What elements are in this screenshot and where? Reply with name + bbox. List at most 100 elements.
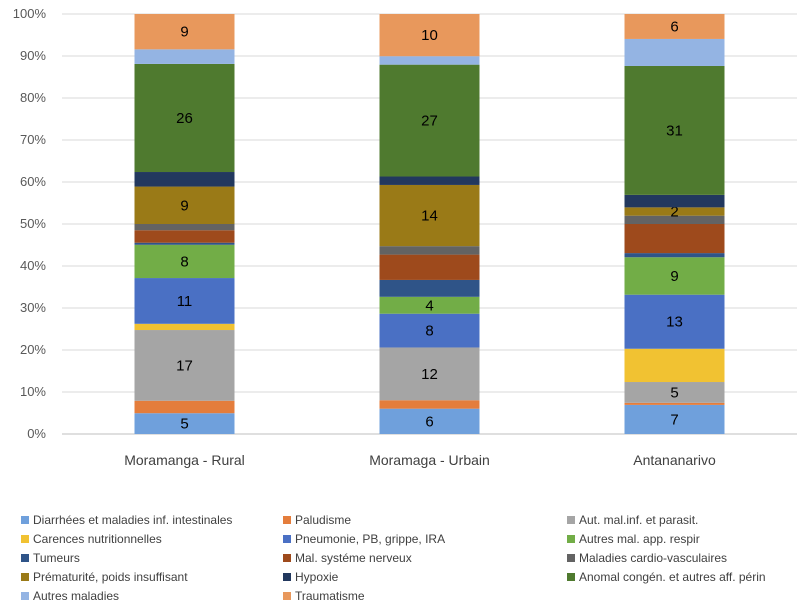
legend-item: Traumatisme bbox=[283, 589, 365, 603]
bar-segment bbox=[379, 14, 480, 57]
bar-segment bbox=[379, 184, 480, 247]
bar-segment bbox=[379, 246, 480, 255]
legend-label: Maladies cardio-vasculaires bbox=[579, 551, 728, 565]
stacked-bar-chart: 0% 10% 20% 30% 40% 50% 60% 70% 80% 90% 100% 5 17 11 8… bbox=[13, 6, 797, 468]
bar-segment bbox=[134, 14, 235, 50]
y-axis-tick-labels: 0% 10% 20% 30% 40% 50% 60% 70% 80% 90% 100% bbox=[13, 6, 47, 441]
y-tick-label: 40% bbox=[20, 258, 46, 273]
legend-item: Carences nutritionnelles bbox=[21, 532, 162, 546]
bar-segment bbox=[379, 176, 480, 185]
legend: Diarrhées et maladies inf. intestinales P… bbox=[0, 508, 799, 611]
bar-segment bbox=[624, 224, 725, 254]
legend-label: Diarrhées et maladies inf. intestinales bbox=[33, 513, 233, 527]
legend-label: Anomal congén. et autres aff. périn bbox=[579, 570, 766, 584]
y-tick-label: 100% bbox=[13, 6, 47, 21]
data-label: 17 bbox=[176, 357, 193, 374]
bar-segment bbox=[624, 348, 725, 383]
bar-segment bbox=[624, 253, 725, 258]
legend-label: Prématurité, poids insuffisant bbox=[33, 570, 188, 584]
bar-segment bbox=[379, 347, 480, 401]
data-label: 2 bbox=[670, 204, 678, 221]
bar-segment bbox=[134, 63, 235, 173]
bar-segment bbox=[134, 400, 235, 414]
bar-segment bbox=[624, 257, 725, 295]
legend-item: Autres mal. app. respir bbox=[567, 532, 700, 546]
legend-item: Anomal congén. et autres aff. périn bbox=[567, 570, 766, 584]
data-label: 6 bbox=[425, 413, 433, 430]
bar-segment bbox=[624, 404, 725, 434]
y-tick-label: 70% bbox=[20, 132, 46, 147]
bar-segment bbox=[134, 172, 235, 187]
data-label: 5 bbox=[180, 416, 188, 433]
y-tick-label: 10% bbox=[20, 384, 46, 399]
data-label: 27 bbox=[421, 113, 438, 130]
bars: 5 17 11 8 9 26 9 6 12 8 4 14 27 10 7 5 13 9 2 31 6 bbox=[134, 14, 725, 434]
legend-swatch bbox=[567, 554, 575, 562]
bar-segment bbox=[379, 296, 480, 314]
bar-segment bbox=[379, 254, 480, 280]
data-label: 13 bbox=[666, 314, 683, 331]
legend-item: Autres maladies bbox=[21, 589, 119, 603]
bar-segment bbox=[379, 279, 480, 297]
legend-swatch bbox=[21, 573, 29, 581]
y-tick-label: 90% bbox=[20, 48, 46, 63]
bar-segment bbox=[624, 65, 725, 195]
legend-item: Aut. mal.inf. et parasit. bbox=[567, 513, 698, 527]
bar-segment bbox=[624, 194, 725, 208]
legend-swatch bbox=[21, 516, 29, 524]
bar-segment bbox=[379, 400, 480, 409]
legend-label: Autres maladies bbox=[33, 589, 120, 603]
legend-item: Maladies cardio-vasculaires bbox=[567, 551, 727, 565]
legend-swatch bbox=[21, 554, 29, 562]
legend-swatch bbox=[21, 535, 29, 543]
bar-segment bbox=[134, 413, 235, 434]
legend-item: Prématurité, poids insuffisant bbox=[21, 570, 188, 584]
bar-segment bbox=[134, 330, 235, 401]
legend-item: Mal. systéme nerveux bbox=[283, 551, 412, 565]
data-label: 8 bbox=[425, 323, 433, 340]
data-label: 31 bbox=[666, 122, 683, 139]
legend-swatch bbox=[567, 573, 575, 581]
data-label: 9 bbox=[180, 197, 188, 214]
y-tick-label: 20% bbox=[20, 342, 46, 357]
category-label: Antananarivo bbox=[633, 452, 716, 468]
legend-label: Tumeurs bbox=[33, 551, 80, 565]
data-label: 11 bbox=[177, 293, 193, 310]
bar-segment bbox=[624, 38, 725, 66]
bar-segment bbox=[379, 64, 480, 177]
bar-segment bbox=[134, 230, 235, 243]
y-tick-label: 80% bbox=[20, 90, 46, 105]
legend-label: Pneumonie, PB, grippe, IRA bbox=[295, 532, 446, 546]
bar-segment bbox=[134, 186, 235, 224]
bar-segment bbox=[134, 244, 235, 279]
legend-label: Hypoxie bbox=[295, 570, 339, 584]
bar-segment bbox=[624, 215, 725, 224]
data-label: 10 bbox=[421, 27, 438, 44]
data-label: 14 bbox=[421, 208, 438, 225]
y-tick-label: 0% bbox=[27, 426, 46, 441]
legend-label: Carences nutritionnelles bbox=[33, 532, 162, 546]
data-label: 7 bbox=[670, 411, 678, 428]
bar-segment bbox=[624, 294, 725, 349]
data-label: 8 bbox=[180, 253, 188, 270]
legend-swatch bbox=[567, 535, 575, 543]
bar-segment bbox=[624, 382, 725, 403]
bar-segment bbox=[624, 14, 725, 39]
data-label: 9 bbox=[180, 24, 188, 41]
legend-item: Pneumonie, PB, grippe, IRA bbox=[283, 532, 445, 546]
category-label: Moramanga - Rural bbox=[124, 452, 245, 468]
bar-segment bbox=[134, 224, 235, 231]
legend-label: Mal. systéme nerveux bbox=[295, 551, 412, 565]
legend-swatch bbox=[283, 516, 291, 524]
bar-segment bbox=[624, 402, 725, 405]
bar-segment bbox=[379, 56, 480, 65]
legend-label: Aut. mal.inf. et parasit. bbox=[579, 513, 699, 527]
legend-swatch bbox=[283, 592, 291, 600]
data-label: 5 bbox=[670, 384, 678, 401]
legend-swatch bbox=[283, 535, 291, 543]
legend-label: Traumatisme bbox=[295, 589, 365, 603]
legend-swatch bbox=[283, 573, 291, 581]
data-label: 4 bbox=[425, 297, 433, 314]
legend-item: Hypoxie bbox=[283, 570, 338, 584]
bar-segment bbox=[134, 278, 235, 324]
